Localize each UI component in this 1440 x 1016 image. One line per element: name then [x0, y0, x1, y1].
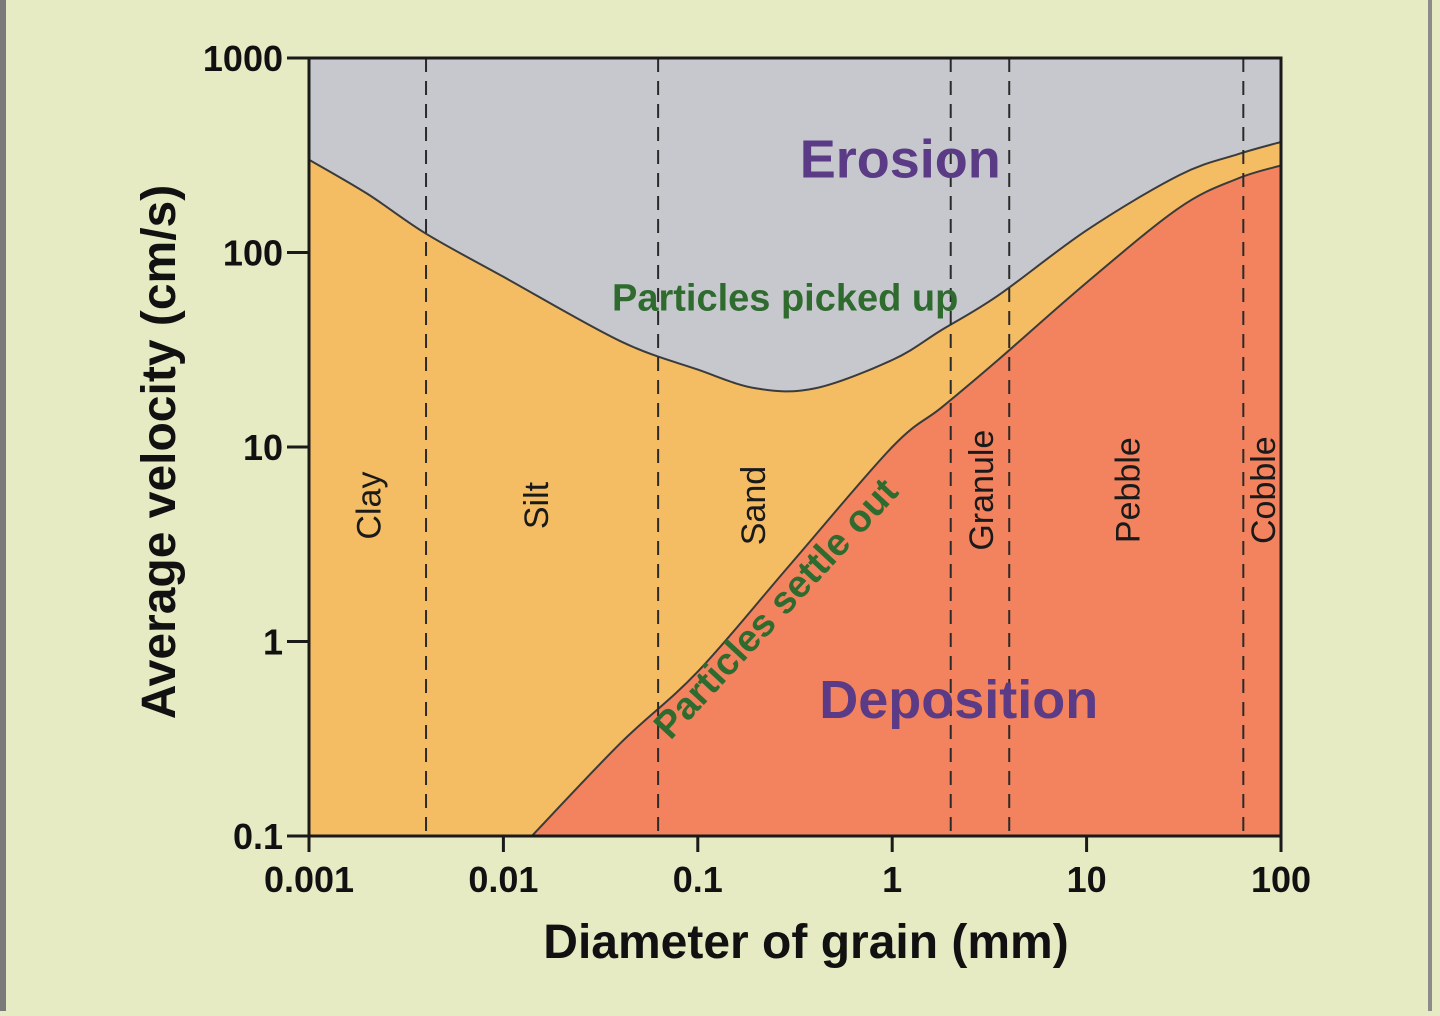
axes-layer: 0.1 1 10 100 1000 0.001 0.01 0.1 1 10 100	[203, 38, 1311, 900]
window-edge-right	[1428, 0, 1432, 1011]
size-class-label-sand: Sand	[735, 466, 773, 545]
x-tick-label: 0.001	[264, 859, 354, 900]
size-class-label-cobble: Cobble	[1245, 436, 1283, 544]
x-tick-label: 10	[1067, 859, 1107, 900]
x-tick-label: 0.1	[673, 859, 723, 900]
size-class-label-pebble: Pebble	[1109, 437, 1147, 543]
x-tick-label: 100	[1251, 859, 1311, 900]
deposition-region	[531, 165, 1281, 836]
region-label-deposition: Deposition	[819, 670, 1098, 730]
series-line-particles-settle-out	[531, 164, 1281, 836]
y-tick-label: 1	[263, 622, 283, 663]
y-axis-title: Average velocity (cm/s)	[133, 185, 186, 719]
size-class-boundaries	[425, 58, 1245, 836]
x-axis-title: Diameter of grain (mm)	[543, 916, 1068, 969]
y-tick-label: 100	[223, 233, 283, 274]
region-label-erosion: Erosion	[800, 130, 1001, 190]
size-class-label-silt: Silt	[518, 481, 556, 529]
series-line-particles-picked-up	[309, 141, 1281, 393]
y-tick-label: 10	[243, 427, 283, 468]
window-edge-left	[0, 0, 6, 1011]
curve-label-particles-picked-up: Particles picked up	[612, 278, 958, 320]
y-tick-label: 0.1	[233, 816, 283, 857]
size-class-label-granule: Granule	[963, 430, 1001, 551]
x-tick-label: 0.01	[468, 859, 538, 900]
size-class-label-clay: Clay	[351, 472, 389, 540]
regions-layer	[309, 58, 1281, 836]
x-tick-label: 1	[882, 859, 902, 900]
y-tick-label: 1000	[203, 38, 283, 79]
